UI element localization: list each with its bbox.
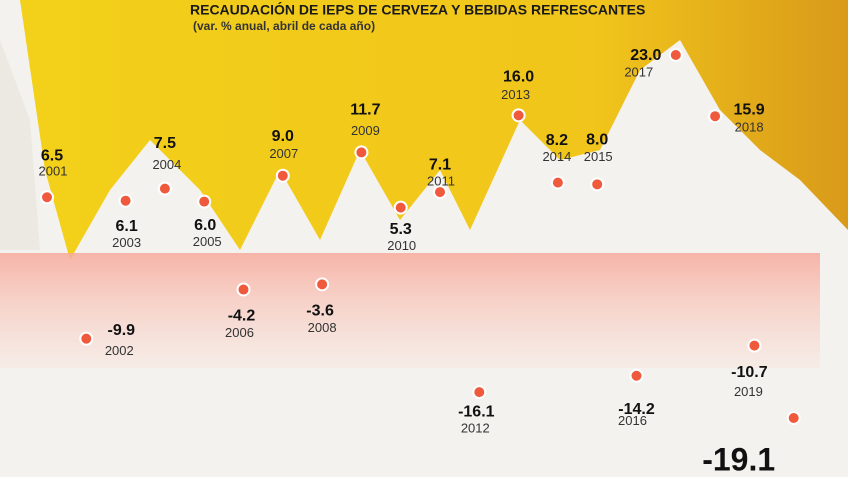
year-label: 2007 bbox=[269, 146, 298, 161]
point bbox=[40, 190, 54, 205]
year-label: 2001 bbox=[39, 164, 68, 179]
year-label: 2004 bbox=[152, 157, 181, 172]
year-label: 2006 bbox=[225, 325, 254, 340]
point bbox=[590, 177, 605, 192]
value-label: 16.0 bbox=[503, 69, 534, 86]
year-label: 2005 bbox=[193, 234, 222, 249]
year-label: 2015 bbox=[584, 149, 613, 164]
value-label: 6.5 bbox=[41, 147, 63, 164]
value-label: -14.2 bbox=[618, 401, 655, 418]
value-label: -3.6 bbox=[306, 303, 334, 320]
point bbox=[550, 175, 565, 190]
value-label: 15.9 bbox=[734, 101, 765, 118]
year-label: 2010 bbox=[387, 238, 416, 253]
point bbox=[236, 282, 251, 297]
year-label: 2019 bbox=[734, 384, 763, 399]
year-label: 2017 bbox=[624, 64, 653, 79]
value-label: -4.2 bbox=[228, 308, 256, 325]
chart-subtitle: (var. % anual, abril de cada año) bbox=[193, 19, 375, 33]
point bbox=[708, 109, 723, 124]
point bbox=[393, 200, 408, 215]
value-label: 23.0 bbox=[630, 47, 661, 64]
point bbox=[472, 385, 487, 400]
value-label: -10.7 bbox=[731, 364, 768, 381]
point bbox=[668, 48, 683, 62]
value-label: 8.0 bbox=[586, 132, 608, 149]
value-label: 7.5 bbox=[154, 135, 176, 152]
value-label: 5.3 bbox=[390, 221, 412, 238]
value-label: 6.0 bbox=[194, 217, 216, 234]
year-label: 2003 bbox=[112, 235, 141, 250]
point bbox=[275, 168, 290, 183]
value-label: -16.1 bbox=[458, 403, 495, 420]
value-label: 7.1 bbox=[429, 156, 451, 173]
point bbox=[747, 338, 762, 353]
year-label: 2018 bbox=[735, 120, 764, 135]
point bbox=[433, 185, 447, 200]
point bbox=[79, 331, 94, 346]
value-label: 11.7 bbox=[350, 102, 380, 119]
year-label: 2009 bbox=[351, 123, 380, 138]
year-label: 2014 bbox=[542, 149, 571, 164]
year-label: 2013 bbox=[501, 87, 530, 102]
point bbox=[315, 277, 330, 292]
point bbox=[118, 193, 133, 208]
point bbox=[511, 108, 526, 123]
value-label: 9.0 bbox=[272, 128, 294, 145]
value-label: -9.9 bbox=[108, 322, 136, 339]
year-label: 2012 bbox=[461, 421, 490, 436]
point bbox=[786, 411, 801, 425]
value-label: 6.1 bbox=[115, 218, 137, 235]
value-label: 8.2 bbox=[546, 132, 568, 149]
year-label: 2016 bbox=[618, 413, 647, 428]
point bbox=[197, 194, 212, 209]
year-label: 2011 bbox=[427, 174, 455, 189]
year-label: 2002 bbox=[105, 343, 134, 358]
chart-title: RECAUDACIÓN DE IEPS DE CERVEZA Y BEBIDAS… bbox=[190, 1, 645, 18]
point bbox=[354, 145, 369, 160]
value-label: -19.1 bbox=[702, 441, 775, 477]
splash-shade bbox=[0, 40, 40, 250]
year-label: 2008 bbox=[308, 320, 337, 335]
point bbox=[157, 181, 172, 196]
negative-band bbox=[0, 253, 820, 368]
point bbox=[629, 368, 644, 383]
